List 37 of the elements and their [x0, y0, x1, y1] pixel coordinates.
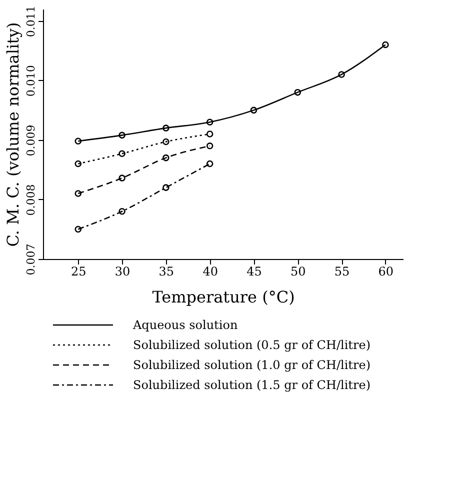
point [118, 132, 126, 139]
y-tick-label: 0.010 [24, 65, 38, 97]
x-tick-label: 45 [246, 264, 262, 278]
x-tick-label: 60 [378, 264, 394, 278]
y-tick-label: 0.009 [24, 124, 38, 156]
x-tick-label: 35 [158, 264, 174, 278]
point [250, 106, 258, 114]
x-tick-label: 30 [114, 264, 130, 278]
legend-label: Solubilized solution (1.0 gr of CH/litre) [133, 358, 371, 372]
y-tick-label: 0.011 [24, 6, 38, 38]
point [162, 154, 170, 162]
point [206, 118, 214, 126]
point [162, 124, 170, 132]
y-tick-label: 0.008 [24, 184, 38, 216]
y-tick-label: 0.007 [24, 244, 38, 276]
legend-label: Solubilized solution (1.5 gr of CH/litre) [133, 378, 371, 392]
point [162, 138, 170, 146]
x-tick-label: 55 [334, 264, 350, 278]
point [294, 88, 302, 96]
point [74, 226, 82, 233]
x-tick-label: 50 [290, 264, 306, 278]
y-axis-title: C. M. C. (volume normality) [4, 22, 22, 247]
point [118, 208, 126, 215]
x-tick-label: 25 [70, 264, 86, 278]
x-axis-title: Temperature (°C) [152, 288, 295, 306]
point [118, 150, 126, 158]
point [118, 174, 126, 182]
legend-label: Aqueous solution [132, 318, 238, 332]
point [206, 160, 214, 168]
point [338, 71, 345, 78]
point [74, 160, 82, 168]
point [206, 130, 214, 138]
legend-label: Solubilized solution (0.5 gr of CH/litre) [133, 338, 371, 352]
point [206, 142, 214, 150]
point [162, 184, 170, 191]
x-tick-label: 40 [202, 264, 218, 278]
point [74, 190, 82, 197]
